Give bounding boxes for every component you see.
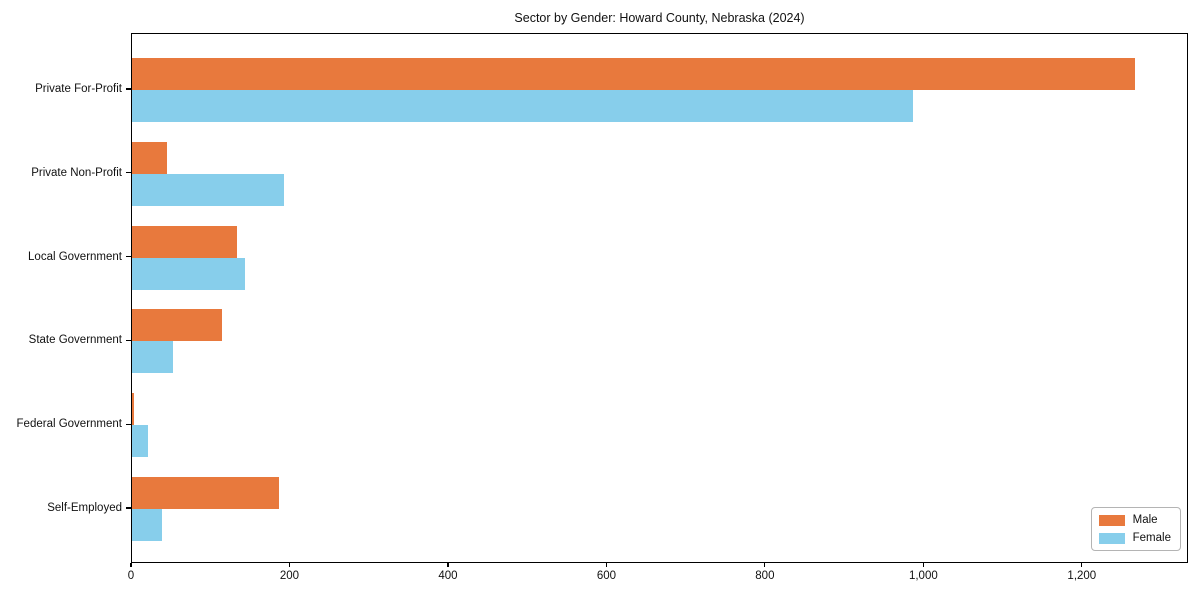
x-tick-mark <box>764 563 766 567</box>
y-axis-label: Federal Government <box>16 418 122 431</box>
bar-male-1 <box>132 141 167 174</box>
x-tick-mark <box>288 563 291 567</box>
x-tick-label: 0 <box>127 570 135 582</box>
x-tick-mark <box>130 563 132 567</box>
x-tick-mark <box>1081 563 1083 567</box>
x-tick-label: 600 <box>596 570 616 582</box>
y-tick-mark <box>126 507 131 509</box>
x-tick-label: 800 <box>755 570 775 582</box>
y-axis-ticks <box>126 33 131 563</box>
bar-female-4 <box>132 425 148 458</box>
y-axis-label: Private Non-Profit <box>31 166 122 179</box>
bar-female-3 <box>132 341 174 374</box>
y-tick-mark <box>126 256 131 258</box>
legend-label: Female <box>1132 532 1171 544</box>
bar-female-1 <box>132 173 284 206</box>
x-tick-label: 200 <box>279 570 300 582</box>
bar-male-0 <box>132 58 1135 90</box>
bar-male-3 <box>132 309 223 342</box>
x-tick-label: 1,200 <box>1067 570 1097 582</box>
legend-swatch-female <box>1098 532 1125 544</box>
bar-female-2 <box>132 257 246 290</box>
x-tick-mark <box>605 563 607 567</box>
x-tick-label: 1,000 <box>908 570 938 582</box>
bar-male-4 <box>132 393 134 426</box>
legend-item-male: Male <box>1098 514 1171 526</box>
x-tick-label: 400 <box>438 570 458 582</box>
y-axis-label: Local Government <box>28 250 122 263</box>
legend-swatch-male <box>1098 514 1125 526</box>
plot-area: Male Female <box>131 33 1188 563</box>
bar-male-2 <box>132 225 238 258</box>
y-axis-labels: Private For-Profit Private Non-Profit Loca… <box>0 33 122 563</box>
x-tick-mark <box>447 563 449 567</box>
x-axis-ticks: 0 200 400 600 800 1,000 1,200 <box>127 563 1188 593</box>
y-tick-mark <box>126 88 131 90</box>
y-tick-mark <box>126 423 131 425</box>
bar-male-5 <box>132 477 280 509</box>
x-tick-mark <box>922 563 924 567</box>
y-axis-label: Self-Employed <box>47 502 122 514</box>
chart-title: Sector by Gender: Howard County, Nebrask… <box>514 11 805 25</box>
legend-item-female: Female <box>1098 532 1171 544</box>
y-axis-label: State Government <box>28 334 122 347</box>
legend: Male Female <box>1090 507 1181 551</box>
y-tick-mark <box>126 339 131 341</box>
legend-label: Male <box>1132 514 1158 526</box>
y-axis-label: Private For-Profit <box>35 83 122 95</box>
y-tick-mark <box>126 172 131 174</box>
bar-female-0 <box>132 90 913 122</box>
bar-female-5 <box>132 509 163 541</box>
